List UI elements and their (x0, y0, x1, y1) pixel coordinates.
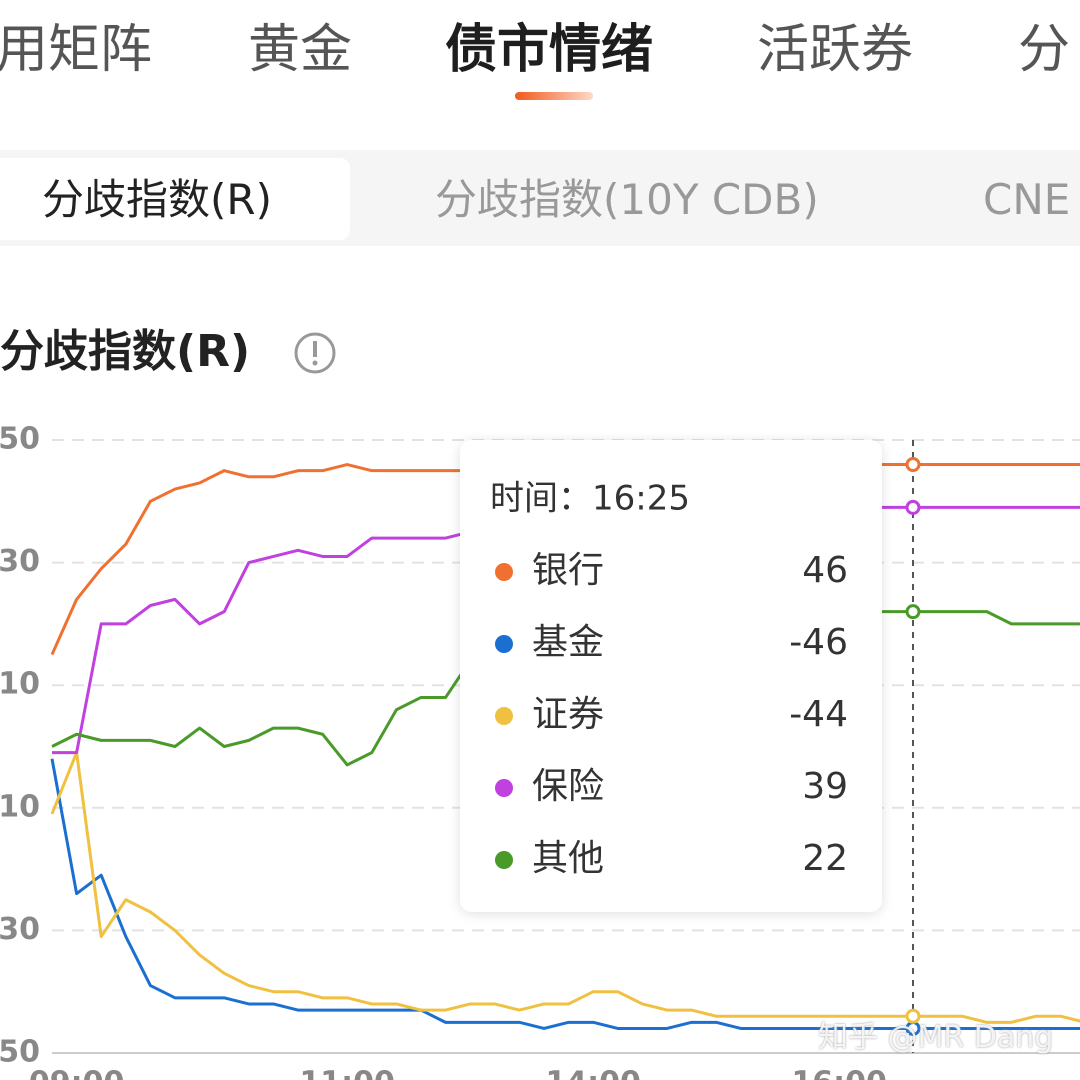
y-tick-label: -10 (0, 789, 40, 824)
info-dot (312, 360, 318, 366)
x-tick-label: 16:00 (791, 1066, 887, 1080)
info-circle (294, 332, 336, 374)
tab-active[interactable]: 债市情绪 (445, 20, 654, 80)
x-tick-label: 14:00 (545, 1066, 641, 1080)
x-tick-label: 09:00 (29, 1066, 125, 1080)
sub-tab[interactable]: 分歧指数(10Y CDB) (435, 175, 819, 224)
tooltip-title: 时间：16:25 (490, 479, 690, 519)
sub-tab[interactable]: CNE (983, 175, 1071, 224)
legend-label: 保险 (532, 766, 604, 807)
legend-dot (495, 851, 513, 869)
y-tick-label: 50 (0, 422, 40, 457)
hover-point (905, 457, 921, 473)
tooltip-box (460, 440, 882, 912)
tab[interactable]: 黄金 (248, 20, 353, 80)
tab[interactable]: 活跃券 (757, 20, 914, 80)
tab[interactable]: 分 (1018, 20, 1071, 80)
y-tick-label: 30 (0, 544, 40, 579)
legend-dot (495, 707, 513, 725)
hover-point (905, 1008, 921, 1024)
hover-point (905, 604, 921, 620)
y-tick-label: -30 (0, 912, 40, 947)
x-tick-label: 11:00 (299, 1066, 395, 1080)
tab[interactable]: 用矩阵 (0, 20, 153, 80)
legend-dot (495, 779, 513, 797)
legend-dot (495, 635, 513, 653)
tooltip-value: 22 (802, 838, 848, 879)
legend-label: 其他 (532, 838, 604, 879)
legend-dot (495, 563, 513, 581)
legend-label: 基金 (532, 622, 604, 663)
tooltip-value: 39 (802, 766, 848, 807)
sub-tab-active-bg (0, 158, 350, 240)
legend-label: 证券 (532, 694, 604, 735)
legend-label: 银行 (532, 550, 604, 591)
tooltip-value: 46 (802, 550, 848, 591)
tooltip: 时间：16:25 银行 46 基金 -46 证券 -44 保险 39 其他 22 (460, 440, 882, 912)
sub-tab-active[interactable]: 分歧指数(R) (42, 175, 272, 224)
section-title: 分歧指数(R) (0, 326, 251, 377)
y-tick-label: 10 (0, 667, 40, 702)
y-tick-label: -50 (0, 1035, 40, 1070)
tooltip-value: -46 (789, 622, 848, 663)
tooltip-value: -44 (789, 694, 848, 735)
tab-indicator (515, 92, 593, 100)
hover-point (905, 499, 921, 515)
watermark: 知乎 @MR Dang (818, 1020, 1054, 1055)
info-icon[interactable] (292, 330, 338, 376)
info-bar (313, 341, 317, 357)
